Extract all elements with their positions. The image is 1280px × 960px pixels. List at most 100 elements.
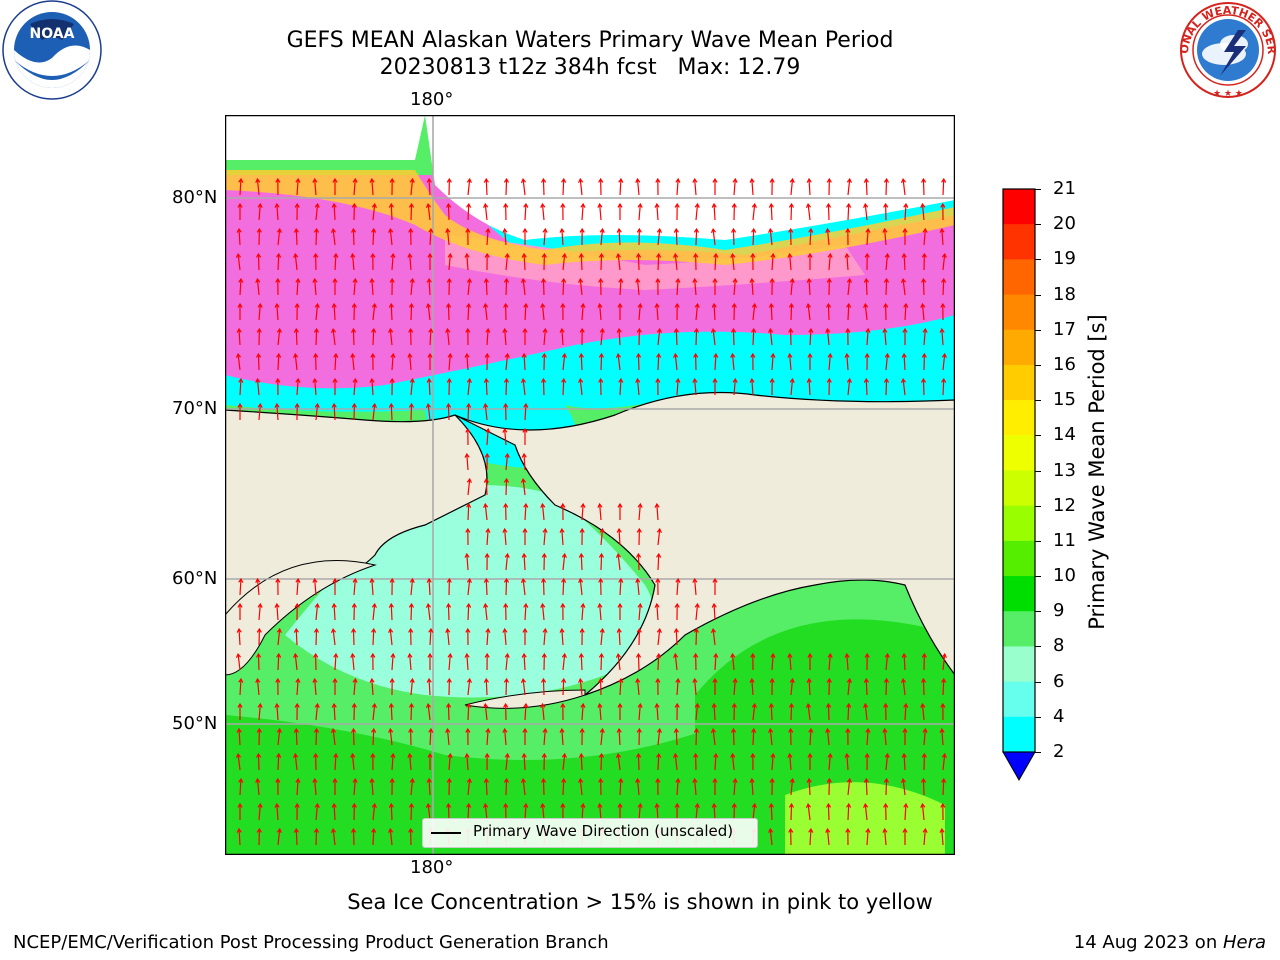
wave-vector xyxy=(657,329,661,346)
wave-vector xyxy=(256,579,260,596)
wave-vector xyxy=(864,304,868,321)
colorbar-band xyxy=(1003,576,1035,612)
wave-vector xyxy=(942,678,945,696)
wave-vector xyxy=(334,353,337,371)
wave-vector-head xyxy=(276,252,282,258)
wave-vector xyxy=(600,329,604,346)
wave-vector-head xyxy=(522,327,528,333)
wave-vector-head xyxy=(656,552,662,558)
wave-vector xyxy=(846,353,849,371)
wave-vector xyxy=(771,653,774,671)
wave-vector-head xyxy=(503,602,509,608)
wave-vector-head xyxy=(864,752,870,758)
wave-vector-head xyxy=(940,702,946,708)
wave-vector-head xyxy=(712,577,718,583)
wave-vector-head xyxy=(598,277,604,283)
wave-vector-head xyxy=(578,777,584,783)
wave-vector-head xyxy=(844,652,850,658)
wave-vector xyxy=(866,228,869,246)
wave-vector xyxy=(619,778,622,796)
wave-vector-head xyxy=(863,302,869,308)
wave-vector-head xyxy=(864,652,870,658)
wave-vector xyxy=(296,178,299,196)
wave-vector-head xyxy=(637,502,643,508)
wave-vector-head xyxy=(426,277,432,283)
wave-vector xyxy=(294,754,298,771)
wave-vector xyxy=(390,603,393,621)
wave-vector-head xyxy=(371,202,377,208)
wave-vector-head xyxy=(235,252,242,259)
wave-vector xyxy=(695,604,699,621)
wave-vector xyxy=(675,728,678,746)
wave-vector xyxy=(656,803,659,821)
wave-vector xyxy=(238,728,241,746)
colorbar-tick-label: 15 xyxy=(1053,389,1076,411)
colorbar-tick-label: 18 xyxy=(1053,283,1076,305)
wave-vector-head xyxy=(827,252,833,258)
wave-vector xyxy=(942,354,946,371)
wave-vector-head xyxy=(903,702,909,708)
wave-vector xyxy=(562,278,565,296)
wave-vector xyxy=(807,704,811,721)
wave-vector xyxy=(522,379,526,396)
wave-vector-head xyxy=(293,827,299,833)
wave-vector-head xyxy=(390,752,396,758)
wave-vector xyxy=(562,178,565,196)
wave-vector-head xyxy=(598,552,605,558)
wave-vector xyxy=(389,729,393,746)
wave-vector-head xyxy=(294,602,300,608)
wave-vector xyxy=(637,253,640,271)
wave-vector-head xyxy=(940,802,946,808)
colorbar-tick-mark xyxy=(1035,400,1041,402)
wave-vector-head xyxy=(920,277,927,283)
wave-vector-head xyxy=(333,652,339,658)
wave-vector xyxy=(770,303,773,321)
colorbar-band xyxy=(1003,435,1035,471)
wave-vector-head xyxy=(750,652,756,658)
wave-vector xyxy=(866,328,869,346)
wave-vector xyxy=(256,779,260,796)
wave-vector xyxy=(580,353,583,371)
wave-vector-head xyxy=(673,752,679,758)
wave-vector-head xyxy=(293,352,299,358)
wave-vector-head xyxy=(313,627,320,633)
wave-vector-head xyxy=(388,802,394,808)
wave-vector xyxy=(352,628,355,646)
wave-vector xyxy=(543,729,546,746)
wave-vector xyxy=(486,328,489,346)
wave-vector xyxy=(637,553,640,571)
wave-vector xyxy=(315,704,319,721)
wave-vector xyxy=(712,629,716,646)
colorbar-band xyxy=(1003,189,1035,225)
wave-vector-head xyxy=(520,377,527,384)
wave-vector xyxy=(866,828,869,846)
wave-vector xyxy=(846,653,849,671)
wave-vector xyxy=(638,604,641,621)
wave-vector-head xyxy=(846,777,852,783)
wave-vector-head xyxy=(655,577,661,583)
wave-vector-head xyxy=(617,702,623,708)
wave-vector-head xyxy=(408,302,415,308)
wave-vector-head xyxy=(235,752,242,759)
colorbar-tick-label: 21 xyxy=(1053,178,1076,199)
wave-vector-head xyxy=(599,227,605,233)
wave-vector-head xyxy=(656,352,662,358)
wave-vector xyxy=(694,579,697,596)
wave-vector-head xyxy=(352,577,358,583)
wave-vector xyxy=(446,329,450,346)
wave-vector-head xyxy=(730,752,736,758)
wave-vector-head xyxy=(578,552,584,558)
wave-vector xyxy=(372,404,376,421)
wave-vector xyxy=(390,403,393,421)
wave-vector-head xyxy=(656,527,662,533)
wave-vector-head xyxy=(805,202,812,209)
wave-vector xyxy=(351,654,355,671)
wave-vector xyxy=(789,254,792,271)
colorbar-tick-label: 19 xyxy=(1053,248,1076,270)
wave-vector xyxy=(809,328,812,346)
wave-vector xyxy=(466,453,469,471)
wave-vector-head xyxy=(330,327,337,334)
wave-vector xyxy=(447,803,450,821)
wave-vector xyxy=(600,653,603,671)
lat-label-50: 50°N xyxy=(172,713,218,734)
